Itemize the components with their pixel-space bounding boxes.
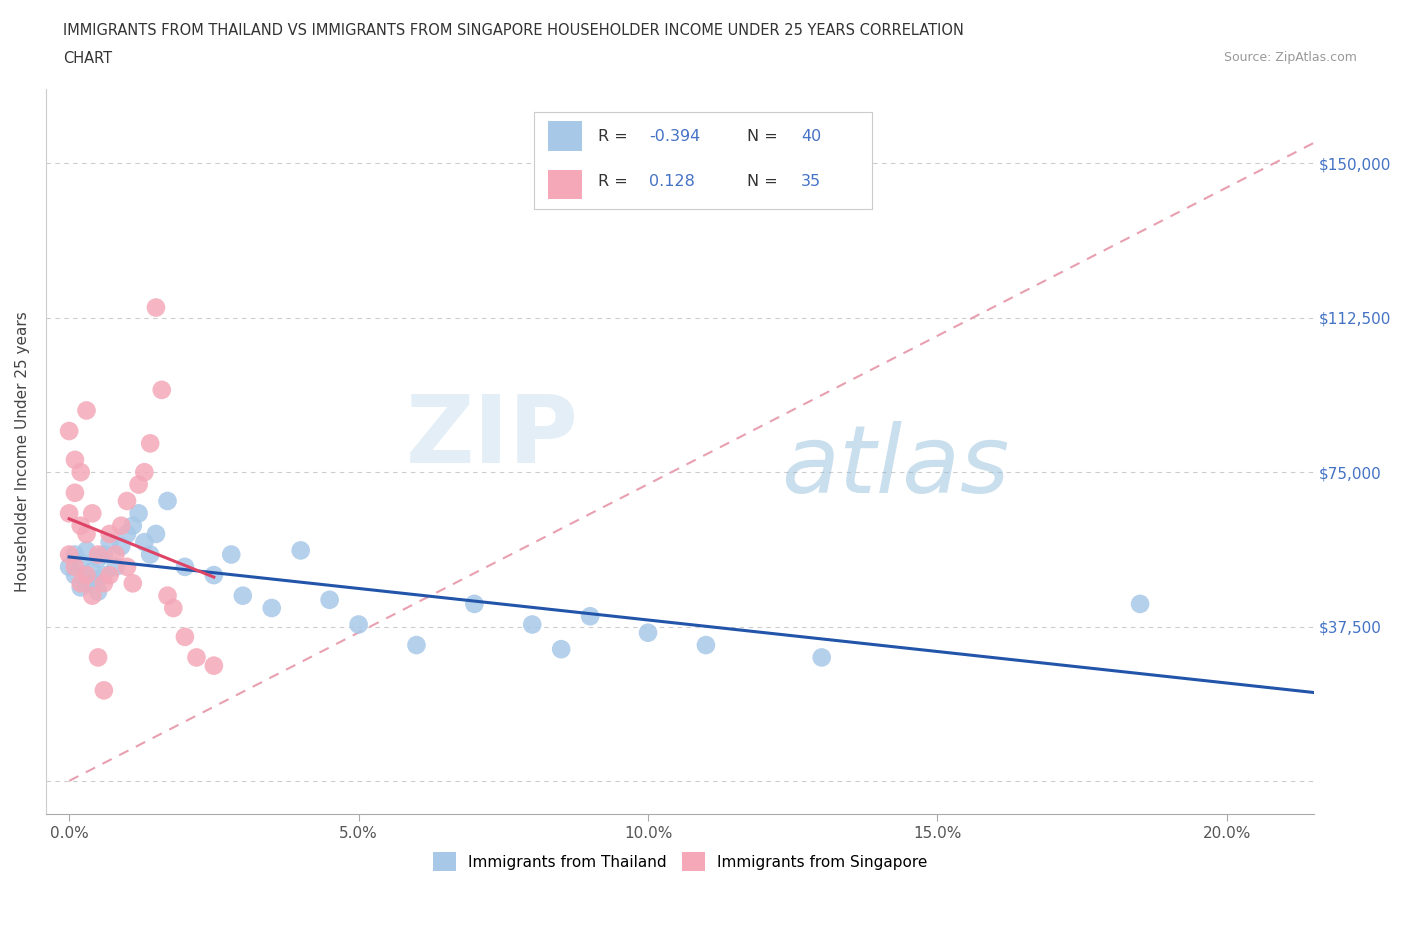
Point: [82, 564, 104, 578]
Point: [69, 555, 91, 570]
Point: [232, 589, 254, 604]
Point: [82, 589, 104, 604]
Text: ZIP: ZIP: [405, 392, 578, 483]
Point: [202, 658, 225, 673]
Point: [104, 560, 127, 575]
Point: [128, 506, 150, 521]
Point: [134, 465, 156, 480]
Text: N =: N =: [747, 128, 783, 143]
Point: [76, 567, 98, 582]
Point: [58, 506, 80, 521]
Point: [115, 526, 138, 541]
Text: CHART: CHART: [63, 51, 112, 66]
Bar: [548, 122, 582, 151]
Point: [76, 403, 98, 418]
Bar: [548, 170, 582, 200]
Point: [121, 576, 143, 591]
Point: [115, 560, 138, 575]
Text: IMMIGRANTS FROM THAILAND VS IMMIGRANTS FROM SINGAPORE HOUSEHOLDER INCOME UNDER 2: IMMIGRANTS FROM THAILAND VS IMMIGRANTS F…: [63, 23, 965, 38]
Text: 40: 40: [801, 128, 821, 143]
Point: [405, 638, 427, 653]
Point: [87, 551, 110, 566]
Point: [579, 609, 602, 624]
Point: [58, 560, 80, 575]
Point: [63, 547, 86, 562]
Point: [695, 638, 717, 653]
Point: [202, 567, 225, 582]
Point: [156, 494, 179, 509]
Point: [1129, 596, 1152, 611]
Text: atlas: atlas: [782, 420, 1010, 512]
Point: [63, 567, 86, 582]
Point: [219, 547, 242, 562]
Text: 35: 35: [801, 175, 821, 190]
Point: [260, 601, 283, 616]
Point: [121, 518, 143, 533]
Point: [82, 572, 104, 587]
Point: [150, 382, 173, 397]
Point: [139, 436, 162, 451]
Point: [98, 535, 121, 550]
Point: [550, 642, 572, 657]
Point: [58, 547, 80, 562]
Point: [186, 650, 208, 665]
Text: -0.394: -0.394: [650, 128, 700, 143]
Point: [174, 560, 197, 575]
Point: [110, 538, 132, 553]
Point: [87, 584, 110, 599]
Point: [76, 543, 98, 558]
Point: [93, 683, 115, 698]
Point: [87, 650, 110, 665]
Text: R =: R =: [599, 128, 633, 143]
Y-axis label: Householder Income Under 25 years: Householder Income Under 25 years: [15, 312, 30, 592]
Text: Source: ZipAtlas.com: Source: ZipAtlas.com: [1223, 51, 1357, 64]
Legend: Immigrants from Thailand, Immigrants from Singapore: Immigrants from Thailand, Immigrants fro…: [425, 844, 935, 879]
Point: [98, 567, 121, 582]
Point: [637, 625, 659, 640]
Point: [63, 452, 86, 467]
Point: [63, 485, 86, 500]
Point: [134, 535, 156, 550]
Text: R =: R =: [599, 175, 633, 190]
Point: [318, 592, 340, 607]
Point: [93, 547, 115, 562]
Point: [139, 547, 162, 562]
Point: [145, 300, 167, 315]
Point: [156, 589, 179, 604]
Point: [69, 465, 91, 480]
Point: [69, 518, 91, 533]
Point: [93, 576, 115, 591]
Text: 0.128: 0.128: [650, 175, 695, 190]
Point: [810, 650, 832, 665]
Point: [522, 617, 544, 631]
Text: N =: N =: [747, 175, 783, 190]
Point: [174, 630, 197, 644]
Point: [162, 601, 184, 616]
Point: [145, 526, 167, 541]
Point: [93, 567, 115, 582]
Point: [76, 526, 98, 541]
Point: [104, 547, 127, 562]
Point: [69, 580, 91, 595]
Point: [463, 596, 485, 611]
Point: [58, 423, 80, 438]
Point: [347, 617, 370, 631]
Point: [98, 526, 121, 541]
Point: [87, 547, 110, 562]
Point: [115, 494, 138, 509]
Point: [128, 477, 150, 492]
Point: [290, 543, 312, 558]
Point: [76, 576, 98, 591]
Point: [82, 506, 104, 521]
Point: [63, 560, 86, 575]
Point: [69, 576, 91, 591]
Point: [110, 518, 132, 533]
